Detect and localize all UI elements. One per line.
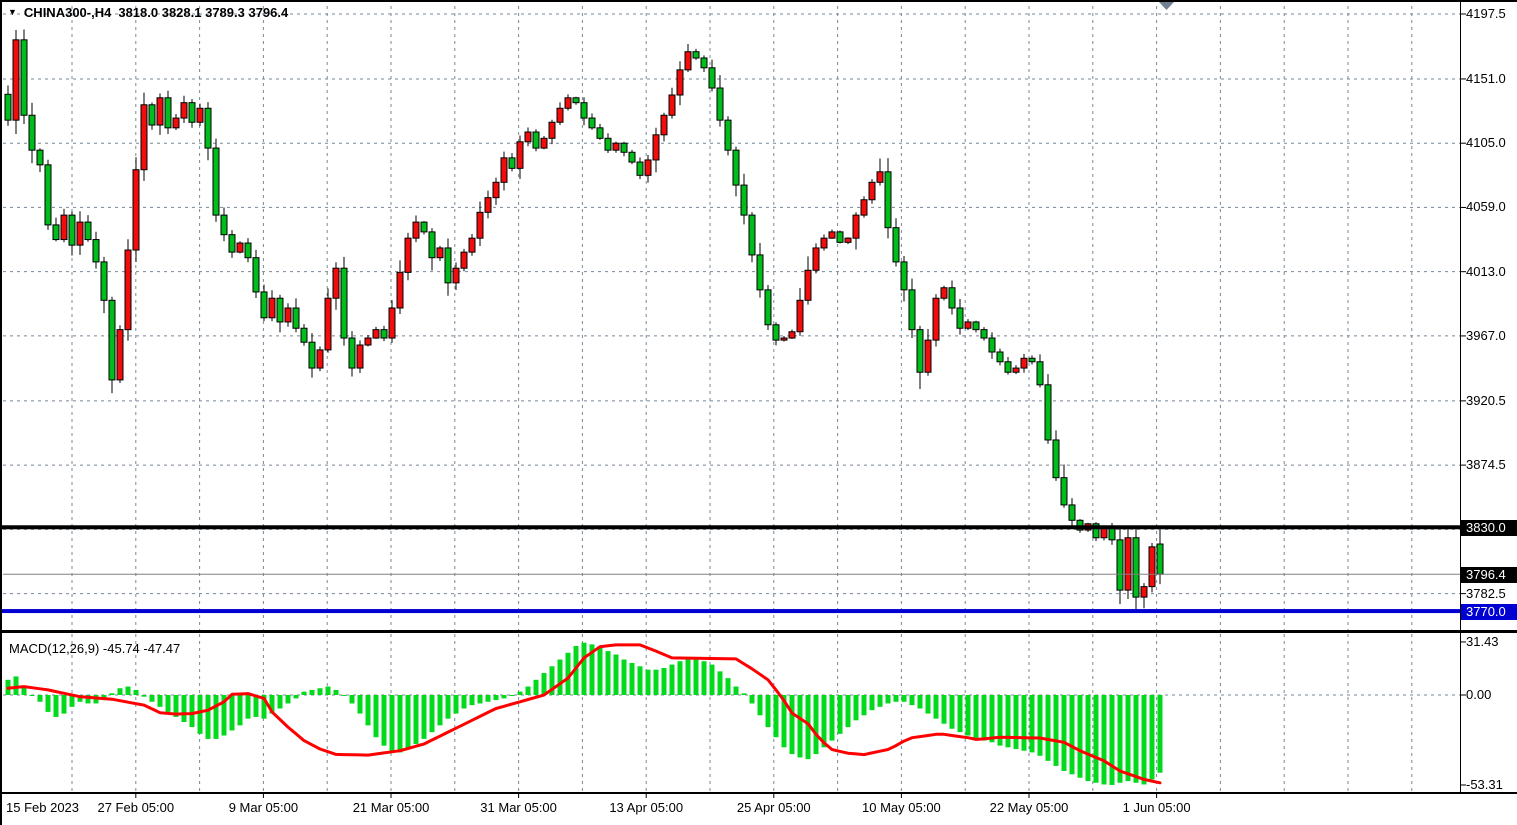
time-tick-label: 22 May 05:00 bbox=[989, 800, 1069, 815]
ohlc-readout: 3818.0 3828.1 3789.3 3796.4 bbox=[118, 5, 289, 20]
price-tick-label: 4105.0 bbox=[1466, 135, 1506, 151]
price-tick-label: 3920.5 bbox=[1466, 392, 1506, 408]
chart-title-bar: ▼ CHINA300-,H4 3818.0 3828.1 3789.3 3796… bbox=[8, 5, 288, 20]
symbol-timeframe-label: CHINA300-,H4 bbox=[23, 5, 112, 20]
scroll-position-marker bbox=[1159, 2, 1174, 10]
time-tick-label: 1 Jun 05:00 bbox=[1122, 800, 1191, 815]
time-tick-label: 10 May 05:00 bbox=[862, 800, 941, 815]
price-tick-label: 4059.0 bbox=[1466, 199, 1506, 215]
time-tick-label: 13 Apr 05:00 bbox=[609, 800, 684, 815]
blue-hline-price-tag[interactable]: 3770.0 bbox=[1461, 604, 1517, 620]
time-tick-label: 9 Mar 05:00 bbox=[228, 800, 299, 815]
time-tick-label: 31 Mar 05:00 bbox=[480, 800, 557, 815]
black-hline-price-tag[interactable]: 3830.0 bbox=[1461, 520, 1517, 536]
macd-tick-label: -53.31 bbox=[1466, 776, 1503, 792]
time-tick-label: 15 Feb 2023 bbox=[6, 800, 80, 815]
price-tick-label: 3874.5 bbox=[1466, 457, 1506, 473]
price-tick-label: 4013.0 bbox=[1466, 263, 1506, 279]
price-tick-label: 3967.0 bbox=[1466, 327, 1506, 343]
symbol-dropdown-icon[interactable]: ▼ bbox=[8, 7, 17, 17]
price-tick-label: 4151.0 bbox=[1466, 70, 1506, 86]
macd-tick-label: 0.00 bbox=[1466, 687, 1492, 702]
macd-tick-label: 31.43 bbox=[1466, 633, 1499, 649]
price-tick-label: 3782.5 bbox=[1466, 585, 1506, 601]
time-tick-label: 25 Apr 05:00 bbox=[736, 800, 811, 815]
current-price-tag: 3796.4 bbox=[1461, 567, 1517, 583]
time-tick-label: 27 Feb 05:00 bbox=[97, 800, 175, 815]
price-tick-label: 4197.5 bbox=[1466, 6, 1506, 21]
macd-indicator-label: MACD(12,26,9) -45.74 -47.47 bbox=[9, 641, 181, 656]
time-tick-label: 21 Mar 05:00 bbox=[352, 800, 430, 815]
